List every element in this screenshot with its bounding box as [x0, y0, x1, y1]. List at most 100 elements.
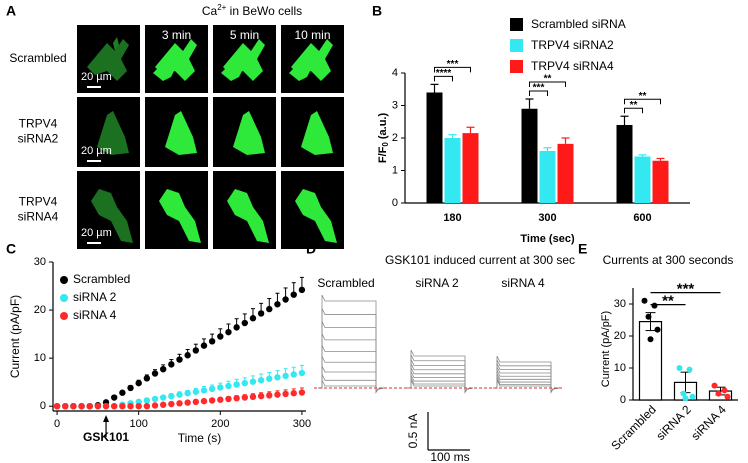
data-point [192, 398, 200, 406]
data-point [274, 301, 281, 308]
cell [233, 111, 265, 155]
bar [444, 138, 461, 203]
data-point [290, 390, 297, 397]
cell [153, 59, 177, 81]
significance-bracket [624, 107, 643, 114]
data-point [168, 361, 175, 368]
current-trace [318, 374, 385, 394]
data-point [257, 377, 265, 384]
scale-bar-label: 20 µm [81, 71, 112, 83]
legend-label: TRPV4 siRNA2 [531, 38, 614, 52]
significance-bracket [529, 90, 548, 96]
data-point [686, 366, 693, 373]
significance-bracket [529, 81, 566, 87]
y-tick-label: 20 [34, 304, 46, 316]
significance-bracket [434, 66, 471, 73]
current-trace [407, 371, 474, 394]
data-point [298, 369, 306, 377]
y-tick-label: 30 [614, 298, 626, 310]
x-tick-label: 600 [633, 212, 651, 224]
bar [462, 133, 479, 203]
scale-bar-label: 20 µm [81, 145, 112, 157]
current-trace [318, 356, 385, 394]
significance-label: **** [436, 68, 452, 79]
data-point [168, 400, 175, 408]
legend-label: Scrambled siRNA [531, 17, 626, 31]
x-axis-label: Time (sec) [520, 233, 575, 245]
current-trace [318, 294, 385, 394]
y-tick-label: 2 [392, 132, 398, 144]
significance-label: *** [677, 281, 695, 298]
bar [539, 151, 556, 203]
data-point [274, 374, 281, 381]
significance-label: ** [639, 91, 647, 102]
data-point [111, 394, 118, 401]
chart-title: Currents at 300 seconds [603, 253, 734, 267]
data-point [298, 389, 306, 396]
data-point [200, 342, 208, 349]
data-point [241, 379, 248, 387]
data-point [119, 402, 126, 410]
current-trace [407, 354, 474, 394]
current-trace [407, 359, 474, 394]
significance-label: *** [447, 59, 459, 70]
data-point [266, 392, 273, 399]
data-point [143, 375, 151, 382]
data-point [200, 387, 208, 394]
data-point [217, 384, 224, 391]
x-tick-label: 300 [293, 418, 311, 430]
panel-label: A [6, 3, 16, 19]
data-point [249, 315, 257, 322]
cell [97, 111, 129, 155]
data-point [53, 402, 61, 410]
bar [521, 108, 538, 203]
data-point [282, 390, 289, 398]
y-axis-label: F/F0 (a.u.) [377, 113, 390, 164]
current-trace [407, 379, 474, 394]
data-point [682, 395, 689, 402]
data-point [62, 402, 69, 410]
data-point [249, 393, 257, 401]
data-point [217, 396, 224, 403]
row-label: TRPV4 [19, 117, 58, 131]
bar [652, 160, 669, 203]
annotation-arrowhead [103, 415, 110, 422]
data-point [266, 305, 273, 313]
title-part: Ca [202, 4, 218, 18]
condition-label: siRNA 2 [415, 276, 459, 290]
data-point [176, 400, 183, 407]
y-axis-label: Current (pA/pF) [8, 295, 22, 378]
bar [557, 143, 574, 203]
x-tick-label: siRNA 4 [688, 402, 729, 443]
data-point [645, 313, 652, 320]
legend-marker [60, 312, 68, 320]
scale-label: 100 ms [430, 450, 469, 463]
data-point [143, 402, 151, 410]
legend-marker [60, 276, 68, 284]
significance-label: ** [544, 74, 552, 85]
data-point [257, 310, 265, 317]
y-tick-label: 4 [392, 67, 398, 79]
data-point [127, 384, 134, 392]
bar [426, 92, 443, 203]
condition-label: siRNA 4 [501, 276, 545, 290]
data-point [111, 402, 118, 410]
data-point [127, 402, 134, 410]
y-tick-label: 3 [392, 99, 398, 111]
legend-swatch [510, 18, 523, 31]
data-point [159, 365, 167, 373]
data-point [225, 395, 232, 403]
y-label-part: F/F [377, 146, 389, 163]
y-tick-label: 1 [392, 164, 398, 176]
data-point [159, 394, 167, 401]
y-tick-label: 0 [620, 394, 626, 406]
legend-label: siRNA 4 [73, 308, 117, 322]
bar [638, 321, 663, 401]
x-tick-label: 200 [211, 418, 229, 430]
data-point [208, 338, 216, 345]
timepoint-label: 5 min [230, 28, 259, 42]
significance-bracket [434, 75, 453, 82]
data-point [70, 402, 77, 410]
data-point [641, 297, 648, 304]
data-point [282, 296, 289, 303]
